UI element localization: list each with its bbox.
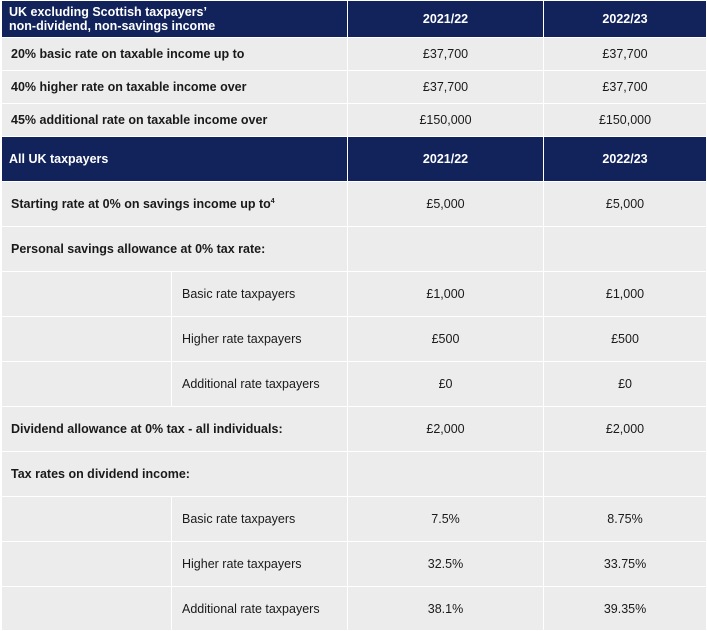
section1-header-line2: non-dividend, non-savings income: [9, 19, 216, 33]
section1-header-line1: UK excluding Scottish taxpayers’: [9, 5, 207, 19]
starting-rate-text: Starting rate at 0% on savings income up…: [11, 197, 271, 211]
row-label: 45% additional rate on taxable income ov…: [0, 103, 349, 137]
empty-cell: [543, 226, 707, 272]
dividend-allowance-row: Dividend allowance at 0% tax - all indiv…: [0, 406, 707, 452]
value-2021-22: £150,000: [347, 103, 545, 137]
value-2022-23: £0: [543, 361, 707, 407]
table-row: Higher rate taxpayers 32.5% 33.75%: [1, 541, 707, 587]
section2-header-col2: 2022/23: [543, 136, 707, 182]
table-row: Additional rate taxpayers 38.1% 39.35%: [1, 586, 707, 631]
psa-heading: Personal savings allowance at 0% tax rat…: [0, 226, 349, 272]
value-2022-23: £5,000: [543, 181, 707, 227]
indent-cell: [1, 496, 172, 542]
section2-header-row: All UK taxpayers 2021/22 2022/23: [0, 136, 707, 182]
value-2022-23: 33.75%: [543, 541, 707, 587]
row-label: Higher rate taxpayers: [170, 541, 349, 587]
section2-header-col1: 2021/22: [347, 136, 545, 182]
empty-cell: [347, 226, 545, 272]
row-label: 40% higher rate on taxable income over: [0, 70, 349, 104]
value-2021-22: £500: [347, 316, 545, 362]
indent-cell: [1, 316, 172, 362]
indent-cell: [1, 361, 172, 407]
value-2021-22: £2,000: [347, 406, 545, 452]
footnote-marker: 4: [270, 197, 275, 205]
value-2022-23: £37,700: [543, 37, 707, 71]
value-2022-23: £2,000: [543, 406, 707, 452]
section2-header-label: All UK taxpayers: [0, 136, 349, 182]
table-row: Additional rate taxpayers £0 £0: [1, 361, 707, 407]
empty-cell: [347, 451, 545, 497]
value-2021-22: 38.1%: [347, 586, 545, 631]
value-2022-23: 39.35%: [543, 586, 707, 631]
value-2021-22: £37,700: [347, 70, 545, 104]
value-2021-22: 32.5%: [347, 541, 545, 587]
table-row: Basic rate taxpayers £1,000 £1,000: [1, 271, 707, 317]
value-2021-22: £1,000: [347, 271, 545, 317]
dividend-rates-heading-row: Tax rates on dividend income:: [0, 451, 707, 497]
row-label: Additional rate taxpayers: [170, 361, 349, 407]
table-row: Higher rate taxpayers £500 £500: [1, 316, 707, 362]
value-2021-22: £0: [347, 361, 545, 407]
row-label: Basic rate taxpayers: [170, 496, 349, 542]
section1-header-row: UK excluding Scottish taxpayers’ non-div…: [0, 0, 707, 38]
value-2022-23: £150,000: [543, 103, 707, 137]
starting-rate-row: Starting rate at 0% on savings income up…: [0, 181, 707, 227]
dividend-allowance-label: Dividend allowance at 0% tax - all indiv…: [0, 406, 349, 452]
value-2022-23: £500: [543, 316, 707, 362]
value-2022-23: £37,700: [543, 70, 707, 104]
row-label: Basic rate taxpayers: [170, 271, 349, 317]
value-2022-23: £1,000: [543, 271, 707, 317]
table-row: 40% higher rate on taxable income over £…: [0, 70, 707, 104]
row-label: Higher rate taxpayers: [170, 316, 349, 362]
section1-header-col1: 2021/22: [347, 0, 545, 38]
psa-heading-row: Personal savings allowance at 0% tax rat…: [0, 226, 707, 272]
table-row: Basic rate taxpayers 7.5% 8.75%: [1, 496, 707, 542]
indent-cell: [1, 586, 172, 631]
table-row: 20% basic rate on taxable income up to £…: [0, 37, 707, 71]
row-label: 20% basic rate on taxable income up to: [0, 37, 349, 71]
table-row: 45% additional rate on taxable income ov…: [0, 103, 707, 137]
starting-rate-label: Starting rate at 0% on savings income up…: [0, 181, 349, 227]
value-2022-23: 8.75%: [543, 496, 707, 542]
indent-cell: [1, 541, 172, 587]
value-2021-22: £5,000: [347, 181, 545, 227]
value-2021-22: 7.5%: [347, 496, 545, 542]
dividend-rates-heading: Tax rates on dividend income:: [0, 451, 349, 497]
indent-cell: [1, 271, 172, 317]
section1-header-label: UK excluding Scottish taxpayers’ non-div…: [0, 0, 349, 38]
value-2021-22: £37,700: [347, 37, 545, 71]
row-label: Additional rate taxpayers: [170, 586, 349, 631]
empty-cell: [543, 451, 707, 497]
section1-header-col2: 2022/23: [543, 0, 707, 38]
